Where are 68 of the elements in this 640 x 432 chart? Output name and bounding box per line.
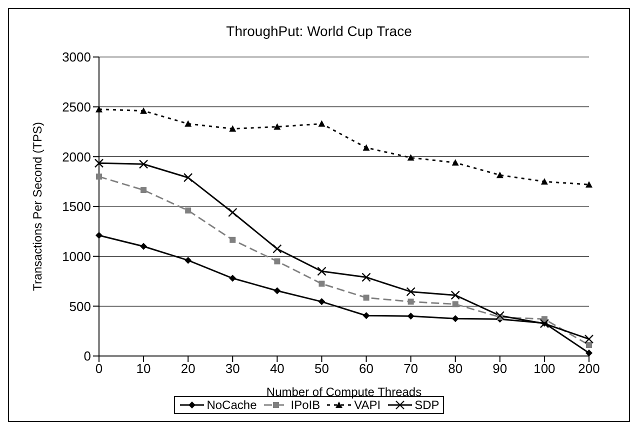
x-tick-label: 40 [270, 361, 284, 376]
point [450, 290, 460, 300]
point [274, 123, 281, 130]
point [452, 315, 459, 322]
point [96, 232, 102, 239]
point [272, 244, 282, 254]
point [230, 236, 236, 243]
x-tick-label: 70 [404, 361, 418, 376]
point [362, 312, 370, 320]
x-tick-label: 10 [136, 361, 151, 376]
y-tick-label: 1500 [62, 199, 91, 214]
point [363, 294, 370, 301]
y-tick-label: 3000 [62, 50, 91, 65]
point [496, 172, 504, 178]
point [140, 107, 148, 114]
legend-label: VAPI [354, 398, 381, 412]
point [96, 174, 102, 180]
point [318, 120, 326, 127]
point [318, 298, 326, 306]
point [407, 154, 414, 161]
x-tick-label: 60 [359, 361, 374, 376]
point [184, 120, 192, 127]
point [274, 258, 280, 264]
point [408, 298, 414, 305]
point [362, 144, 370, 151]
y-tick-label: 2000 [62, 149, 91, 164]
x-tick-label: 30 [225, 361, 240, 376]
point [586, 342, 592, 348]
x-axis-title: Number of Compute Threads [266, 385, 422, 399]
point [274, 287, 281, 294]
point [317, 266, 326, 276]
point [229, 125, 236, 132]
point [140, 187, 147, 194]
legend-label: IPoIB [290, 398, 320, 412]
point [229, 274, 236, 282]
x-tick-label: 50 [314, 361, 329, 376]
point [584, 334, 594, 344]
x-tick-label: 0 [95, 361, 103, 376]
y-tick-label: 2500 [62, 99, 91, 114]
point [407, 312, 414, 320]
point [406, 287, 416, 296]
x-tick-label: 200 [578, 361, 600, 376]
point [185, 207, 192, 214]
point [495, 311, 505, 320]
x-tick-label: 90 [492, 361, 508, 376]
point [586, 181, 592, 188]
y-tick-label: 1000 [62, 248, 91, 264]
chart-title: ThroughPut: World Cup Trace [225, 22, 413, 41]
point [452, 301, 458, 308]
point [318, 280, 325, 287]
point [540, 178, 548, 185]
point [228, 208, 238, 218]
point [586, 350, 592, 356]
x-tick-label: 20 [180, 361, 196, 376]
legend-label: SDP [414, 398, 440, 412]
point [362, 272, 371, 282]
y-tick-label: 0 [84, 348, 91, 364]
legend-label: NoCache [206, 398, 257, 412]
point [94, 158, 104, 168]
point [184, 256, 192, 264]
y-axis-title: Transactions Per Second (TPS) [30, 122, 44, 291]
x-tick-label: 80 [448, 361, 463, 376]
point [183, 172, 193, 182]
x-tick-label: 100 [534, 361, 556, 376]
point [138, 160, 148, 169]
point [452, 159, 459, 166]
y-tick-label: 500 [69, 298, 91, 314]
point [140, 242, 148, 250]
